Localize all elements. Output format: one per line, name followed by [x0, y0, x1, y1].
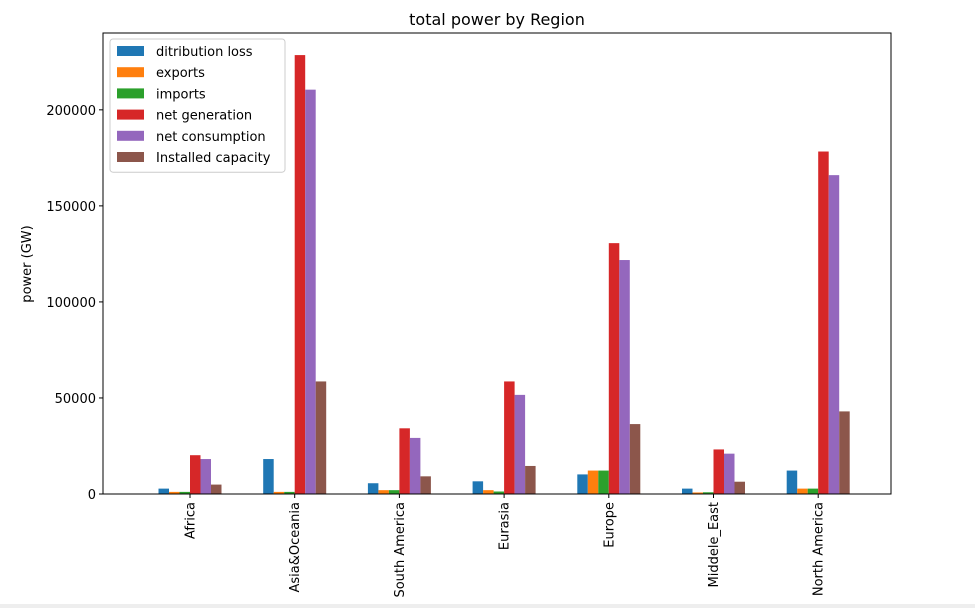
- bar: [587, 470, 599, 494]
- bar: [409, 437, 421, 494]
- legend-label: net consumption: [156, 130, 266, 145]
- y-tick-label: 100000: [46, 296, 96, 311]
- bar: [608, 243, 620, 494]
- legend: ditribution loss exports imports net genera…: [109, 38, 286, 173]
- bar: [598, 470, 609, 494]
- legend-swatch: [117, 109, 144, 120]
- y-axis: 0 50000 100000 150000 200000: [46, 104, 103, 503]
- bar: [305, 89, 316, 494]
- bar: [399, 428, 410, 494]
- legend-swatch: [117, 130, 144, 141]
- bar: [828, 175, 840, 494]
- bar: [420, 476, 431, 494]
- bar: [629, 424, 641, 494]
- y-tick-label: 50000: [55, 392, 96, 407]
- bar: [797, 488, 808, 494]
- legend-label: exports: [156, 66, 205, 81]
- legend-swatch: [117, 67, 144, 78]
- legend-label: Installed capacity: [156, 151, 271, 166]
- y-axis-label: power (GW): [20, 225, 35, 302]
- bar: [692, 492, 703, 494]
- bar: [367, 483, 379, 494]
- bar: [818, 151, 829, 494]
- legend-label: imports: [156, 87, 206, 102]
- bar: [713, 449, 724, 494]
- x-tick-label: South America: [393, 502, 408, 598]
- bar: [504, 381, 515, 494]
- legend-swatch: [117, 152, 144, 162]
- plot-frame: [102, 32, 892, 495]
- bar: [388, 490, 400, 494]
- legend-label: ditribution loss: [156, 45, 253, 60]
- y-tick-label: 0: [88, 488, 96, 503]
- bottom-divider: [0, 604, 975, 608]
- bar: [734, 481, 745, 494]
- bar: [786, 470, 798, 494]
- bar: [807, 488, 819, 494]
- bar: [514, 394, 526, 494]
- bar: [703, 492, 714, 494]
- bar: [211, 484, 222, 494]
- y-tick-label: 150000: [46, 200, 96, 215]
- bar: [839, 411, 850, 494]
- bar: [525, 465, 536, 494]
- x-tick-label: North America: [812, 502, 827, 596]
- legend-swatch: [117, 46, 144, 56]
- bar: [190, 455, 201, 494]
- bar: [483, 490, 494, 494]
- bar: [179, 491, 190, 494]
- x-tick-label: Europe: [602, 502, 617, 548]
- bar: [378, 490, 389, 494]
- bar: [284, 491, 295, 494]
- y-tick-label: 200000: [46, 104, 96, 119]
- bar: [169, 491, 180, 494]
- bar: [472, 481, 484, 494]
- x-tick-label: Eurasia: [498, 502, 513, 550]
- chart-title: total power by Region: [409, 10, 585, 29]
- bar: [273, 491, 285, 494]
- bar: [577, 474, 588, 494]
- x-tick-label: Middele_East: [707, 502, 722, 588]
- bar: [200, 459, 211, 494]
- bar: [493, 491, 505, 494]
- bar: [158, 488, 169, 494]
- x-tick-label: Asia&Oceania: [288, 502, 303, 593]
- bar: [294, 55, 306, 495]
- x-axis: Africa Asia&Oceania South America Eurasia Eu…: [184, 494, 827, 598]
- legend-swatch: [117, 88, 144, 99]
- bars-layer: [158, 55, 850, 495]
- x-tick-label: Africa: [184, 502, 199, 539]
- legend-label: net generation: [156, 109, 252, 124]
- bar: [682, 488, 693, 494]
- bar: [619, 260, 630, 494]
- legend-box: [109, 38, 286, 173]
- bar: [724, 453, 735, 494]
- bar: [263, 459, 274, 494]
- bar: [315, 381, 327, 494]
